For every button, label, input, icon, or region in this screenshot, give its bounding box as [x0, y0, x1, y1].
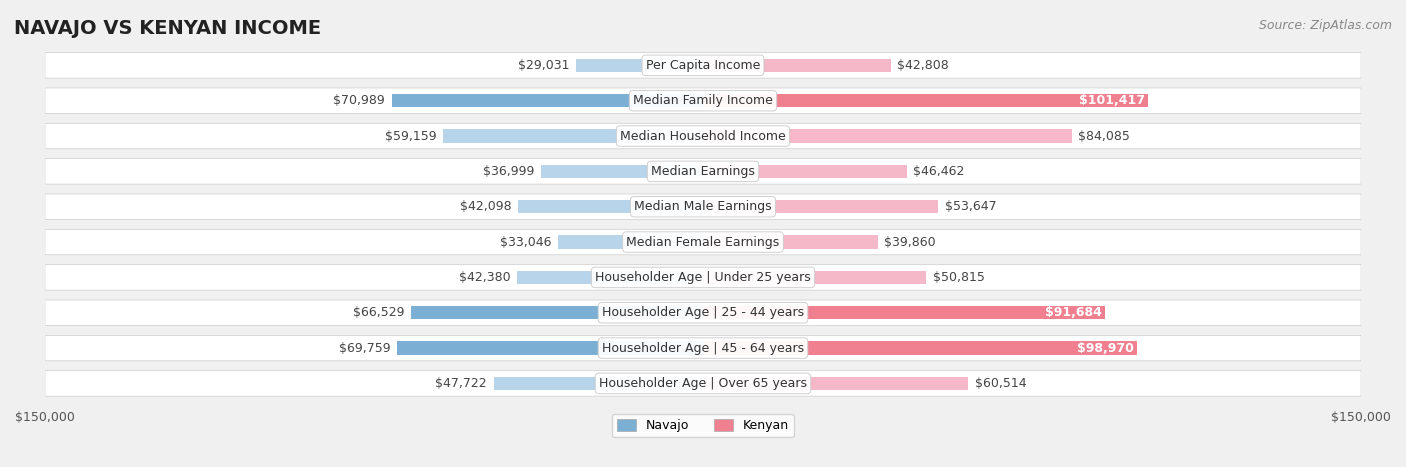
Bar: [703, 341, 1137, 355]
Text: Source: ZipAtlas.com: Source: ZipAtlas.com: [1258, 19, 1392, 32]
Bar: [443, 129, 703, 143]
Text: $60,514: $60,514: [974, 377, 1026, 390]
Text: Median Female Earnings: Median Female Earnings: [627, 235, 779, 248]
Bar: [703, 306, 1105, 319]
FancyBboxPatch shape: [45, 53, 1361, 78]
Text: Median Earnings: Median Earnings: [651, 165, 755, 178]
Bar: [558, 235, 703, 249]
Text: Householder Age | Under 25 years: Householder Age | Under 25 years: [595, 271, 811, 284]
Text: $50,815: $50,815: [932, 271, 984, 284]
Bar: [703, 129, 1071, 143]
Text: $33,046: $33,046: [501, 235, 551, 248]
Bar: [703, 377, 969, 390]
Text: $39,860: $39,860: [884, 235, 936, 248]
Text: $98,970: $98,970: [1077, 341, 1133, 354]
FancyBboxPatch shape: [45, 159, 1361, 184]
Text: $84,085: $84,085: [1078, 129, 1130, 142]
Bar: [519, 200, 703, 213]
Text: $36,999: $36,999: [482, 165, 534, 178]
FancyBboxPatch shape: [45, 335, 1361, 361]
Text: $42,380: $42,380: [458, 271, 510, 284]
Bar: [703, 165, 907, 178]
Text: Median Male Earnings: Median Male Earnings: [634, 200, 772, 213]
Bar: [703, 59, 891, 72]
Text: $42,808: $42,808: [897, 59, 949, 72]
Text: Householder Age | 25 - 44 years: Householder Age | 25 - 44 years: [602, 306, 804, 319]
FancyBboxPatch shape: [45, 300, 1361, 325]
Text: Householder Age | 45 - 64 years: Householder Age | 45 - 64 years: [602, 341, 804, 354]
Text: $53,647: $53,647: [945, 200, 997, 213]
Bar: [494, 377, 703, 390]
Text: $101,417: $101,417: [1078, 94, 1144, 107]
Bar: [396, 341, 703, 355]
Text: Median Household Income: Median Household Income: [620, 129, 786, 142]
Text: $66,529: $66,529: [353, 306, 405, 319]
FancyBboxPatch shape: [45, 229, 1361, 255]
Text: $70,989: $70,989: [333, 94, 385, 107]
Text: Per Capita Income: Per Capita Income: [645, 59, 761, 72]
Text: $69,759: $69,759: [339, 341, 391, 354]
FancyBboxPatch shape: [45, 194, 1361, 219]
Text: Median Family Income: Median Family Income: [633, 94, 773, 107]
Text: $59,159: $59,159: [385, 129, 437, 142]
Text: $29,031: $29,031: [517, 59, 569, 72]
FancyBboxPatch shape: [45, 88, 1361, 113]
Bar: [703, 94, 1147, 107]
Text: Householder Age | Over 65 years: Householder Age | Over 65 years: [599, 377, 807, 390]
Bar: [411, 306, 703, 319]
Bar: [703, 271, 927, 284]
Text: $47,722: $47,722: [436, 377, 486, 390]
Bar: [517, 271, 703, 284]
FancyBboxPatch shape: [45, 123, 1361, 149]
Text: NAVAJO VS KENYAN INCOME: NAVAJO VS KENYAN INCOME: [14, 19, 321, 38]
Bar: [391, 94, 703, 107]
Legend: Navajo, Kenyan: Navajo, Kenyan: [612, 414, 794, 437]
Bar: [703, 200, 938, 213]
Bar: [575, 59, 703, 72]
Text: $46,462: $46,462: [914, 165, 965, 178]
Text: $42,098: $42,098: [460, 200, 512, 213]
Text: $91,684: $91,684: [1045, 306, 1102, 319]
FancyBboxPatch shape: [45, 265, 1361, 290]
Bar: [703, 235, 877, 249]
Bar: [541, 165, 703, 178]
FancyBboxPatch shape: [45, 371, 1361, 396]
